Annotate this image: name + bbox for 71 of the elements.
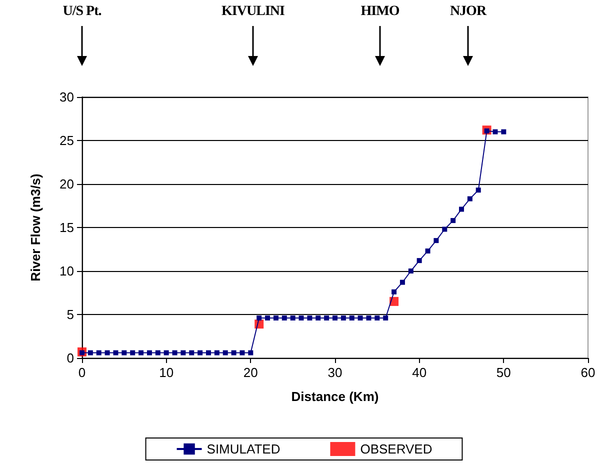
point [155, 350, 160, 356]
point [501, 129, 506, 134]
point [383, 315, 388, 320]
point [298, 315, 304, 320]
text: NJOR [450, 4, 486, 20]
point [316, 315, 321, 320]
point [164, 350, 169, 356]
x-tick-label: 40 [412, 365, 427, 380]
point [180, 350, 186, 356]
text: HIMO [360, 4, 400, 20]
legend-label: OBSERVED [360, 442, 432, 456]
point [206, 350, 211, 356]
point [290, 315, 296, 320]
point [248, 350, 254, 356]
point [104, 350, 110, 356]
point [256, 315, 262, 320]
y-tick-label: 30 [60, 90, 74, 104]
point [138, 350, 144, 356]
x-tick-label: 60 [580, 365, 596, 380]
point [408, 268, 414, 274]
x-tick-label: 20 [243, 365, 258, 380]
point [416, 258, 422, 264]
point [434, 238, 439, 244]
y-tick-label: 10 [60, 264, 74, 278]
point [358, 315, 363, 320]
point [425, 248, 430, 254]
x-tick-label: 30 [328, 365, 342, 380]
x-tick-label: 50 [496, 365, 511, 380]
text: U/S Pt. [62, 4, 102, 20]
point [332, 315, 338, 320]
point [282, 315, 287, 320]
point [231, 350, 236, 356]
y-tick-label: 0 [66, 350, 74, 366]
point [374, 315, 380, 320]
point [476, 188, 481, 193]
x-tick-label: 0 [78, 365, 86, 380]
point [113, 350, 118, 356]
point [198, 350, 203, 356]
point [450, 218, 456, 224]
point [492, 129, 498, 134]
legend-label: SIMULATED [206, 442, 280, 456]
text: KIVULINI [222, 4, 284, 20]
point [130, 350, 136, 356]
point [122, 350, 127, 356]
point [214, 350, 220, 356]
point [467, 196, 472, 202]
point [349, 315, 354, 320]
point [96, 350, 102, 356]
x-axis-title: Distance (Km) [291, 389, 379, 404]
point [366, 315, 372, 320]
point [88, 350, 93, 356]
point [146, 350, 152, 356]
x-tick-label: 10 [159, 365, 174, 380]
point [307, 315, 312, 320]
point [222, 350, 228, 356]
point [442, 226, 448, 232]
y-tick-label: 25 [60, 133, 74, 148]
y-tick-label: 15 [60, 220, 74, 235]
point [392, 289, 397, 294]
point [240, 350, 245, 356]
point [172, 350, 178, 356]
y-tick-label: 5 [66, 307, 74, 322]
point [324, 315, 330, 320]
point [400, 280, 405, 285]
y-tick-label: 20 [60, 176, 74, 192]
point [273, 315, 278, 320]
point [459, 206, 464, 212]
y-axis-title: River Flow (m3/s) [28, 174, 43, 282]
point [265, 315, 270, 320]
point [189, 350, 194, 356]
point [340, 315, 346, 320]
